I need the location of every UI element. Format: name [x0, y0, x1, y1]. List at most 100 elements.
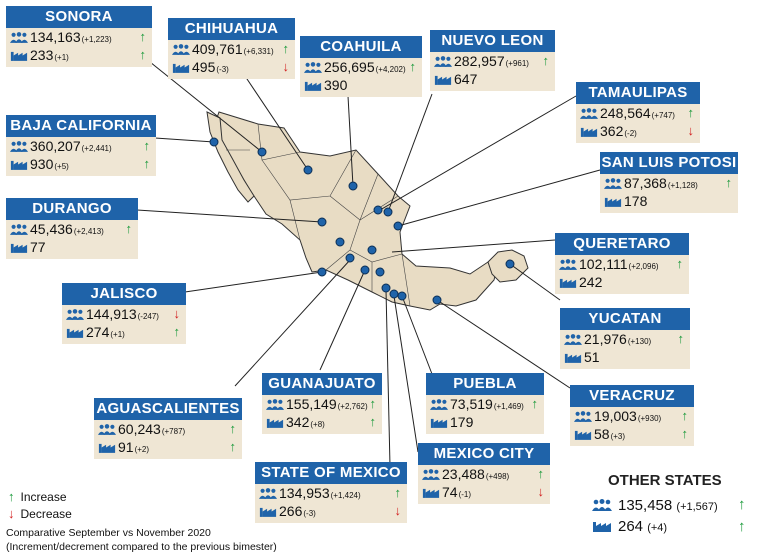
workers-value: 60,243 — [118, 421, 161, 437]
factory-icon — [564, 353, 582, 363]
arrow-down-icon: ↓ — [8, 506, 15, 521]
companies-delta: (-3) — [303, 509, 316, 518]
factory-icon — [10, 160, 28, 170]
state-name: NUEVO LEON — [430, 30, 555, 52]
pin-jalisco — [317, 267, 327, 277]
pin-nuevo-leon — [383, 207, 393, 217]
arrow-down-icon: ↓ — [394, 503, 402, 518]
workers-icon — [430, 399, 448, 410]
workers-row: 256,695(+4,202) ↑ — [300, 58, 422, 76]
arrow-up-icon: ↑ — [282, 41, 290, 56]
companies-delta: (+3) — [610, 432, 626, 441]
pin-extra-2 — [375, 267, 385, 277]
card-baja-california: BAJA CALIFORNIA 360,207(+2,441) ↑ 930(+5) ↑ — [6, 115, 156, 176]
arrow-up-icon: ↑ — [229, 421, 237, 436]
card-guanajuato: GUANAJUATO 155,149(+2,762) ↑ 342(+8) ↑ — [262, 373, 382, 434]
arrow-down-icon: ↓ — [537, 484, 545, 499]
arrow-up-icon: ↑ — [369, 414, 377, 429]
companies-value: 647 — [454, 71, 478, 87]
workers-icon — [10, 141, 28, 152]
card-sonora: SONORA 134,163(+1,223) ↑ 233(+1) ↑ — [6, 6, 152, 67]
legend-increase: ↑ Increase — [8, 489, 67, 504]
workers-row: 102,111(+2,096) ↑ — [555, 255, 689, 273]
workers-value: 155,149 — [286, 396, 337, 412]
arrow-up-icon: ↑ — [143, 156, 151, 171]
workers-row: 45,436(+2,413) ↑ — [6, 220, 138, 238]
factory-icon — [593, 522, 611, 532]
workers-icon — [304, 62, 322, 73]
workers-delta: (+4,202) — [375, 65, 406, 74]
pin-durango — [317, 217, 327, 227]
pin-tamaulipas — [373, 205, 383, 215]
workers-icon — [592, 499, 612, 511]
workers-icon — [66, 309, 84, 320]
workers-row: 360,207(+2,441) ↑ — [6, 137, 156, 155]
card-coahuila: COAHUILA 256,695(+4,202) ↑ 390 — [300, 36, 422, 97]
state-name: QUERETARO — [555, 233, 689, 255]
workers-icon — [564, 334, 582, 345]
workers-value: 409,761 — [192, 41, 243, 57]
companies-row: 274(+1) ↑ — [62, 323, 186, 341]
state-name: TAMAULIPAS — [576, 82, 700, 104]
companies-value: 77 — [30, 239, 46, 255]
pin-puebla — [397, 291, 407, 301]
workers-value: 23,488 — [442, 466, 485, 482]
pin-san-luis-potosi — [393, 221, 403, 231]
workers-value: 102,111 — [579, 256, 628, 272]
card-nuevo-leon: NUEVO LEON 282,957(+961) ↑ 647 — [430, 30, 555, 91]
workers-delta: (+1,469) — [493, 402, 524, 411]
workers-delta: (+130) — [627, 337, 652, 346]
other-states-title: OTHER STATES — [608, 472, 722, 489]
card-san-luis-potosi: SAN LUIS POTOSI 87,368(+1,128) ↑ 178 — [600, 152, 738, 213]
state-name: VERACRUZ — [570, 385, 694, 407]
factory-icon — [430, 418, 448, 428]
other-states-companies: 264 (+4) — [592, 518, 667, 535]
arrow-up-icon: ↑ — [676, 256, 684, 271]
pin-mexico-city — [389, 289, 399, 299]
workers-value: 282,957 — [454, 53, 505, 69]
companies-value: 266 — [279, 503, 303, 519]
arrow-up-icon: ↑ — [725, 175, 733, 190]
workers-icon — [10, 224, 28, 235]
workers-value: 87,368 — [624, 175, 667, 191]
companies-delta: (+2) — [134, 445, 150, 454]
workers-value: 248,564 — [600, 105, 651, 121]
arrow-up-icon: ↑ — [369, 396, 377, 411]
baja-peninsula — [206, 111, 255, 203]
workers-icon — [172, 44, 190, 55]
workers-delta: (+1,128) — [667, 181, 698, 190]
factory-icon — [434, 75, 452, 85]
card-yucatan: YUCATAN 21,976(+130) ↑ 51 — [560, 308, 690, 369]
arrow-up-icon: ↑ — [173, 324, 181, 339]
companies-value: 390 — [324, 77, 348, 93]
companies-delta: (+5) — [54, 162, 69, 171]
workers-delta: (+1,223) — [81, 35, 112, 44]
card-mexico-city: MEXICO CITY 23,488(+498) ↑ 74(-1) ↓ — [418, 443, 550, 504]
workers-icon — [434, 56, 452, 67]
companies-row: 390 — [300, 76, 422, 94]
arrow-up-icon: ↑ — [409, 59, 417, 74]
pin-coahuila — [348, 181, 358, 191]
workers-row: 144,913(-247) ↓ — [62, 305, 186, 323]
arrow-up-icon: ↑ — [139, 29, 147, 44]
state-name: YUCATAN — [560, 308, 690, 330]
pin-state-of-mexico — [381, 283, 391, 293]
workers-delta: (+2,441) — [81, 144, 112, 153]
factory-icon — [172, 63, 190, 73]
companies-row: 647 — [430, 70, 555, 88]
other-states-workers: 135,458 (+1,567) — [592, 497, 718, 514]
card-jalisco: JALISCO 144,913(-247) ↓ 274(+1) ↑ — [62, 283, 186, 344]
workers-value: 256,695 — [324, 59, 375, 75]
companies-delta: (-3) — [216, 65, 229, 74]
arrow-up-icon: ↑ — [531, 396, 539, 411]
legend-decrease: ↓ Decrease — [8, 506, 72, 521]
note-comparative: Comparative September vs November 2020 — [6, 527, 211, 539]
companies-value: 362 — [600, 123, 624, 139]
arrow-up-icon: ↑ — [687, 105, 695, 120]
card-chihuahua: CHIHUAHUA 409,761(+6,331) ↑ 495(-3) ↓ — [168, 18, 295, 79]
state-name: SAN LUIS POTOSI — [600, 152, 738, 174]
companies-row: 58(+3) ↑ — [570, 425, 694, 443]
other-states-companies-arrow: ↑ — [738, 518, 746, 535]
workers-delta: (+2,762) — [337, 402, 368, 411]
